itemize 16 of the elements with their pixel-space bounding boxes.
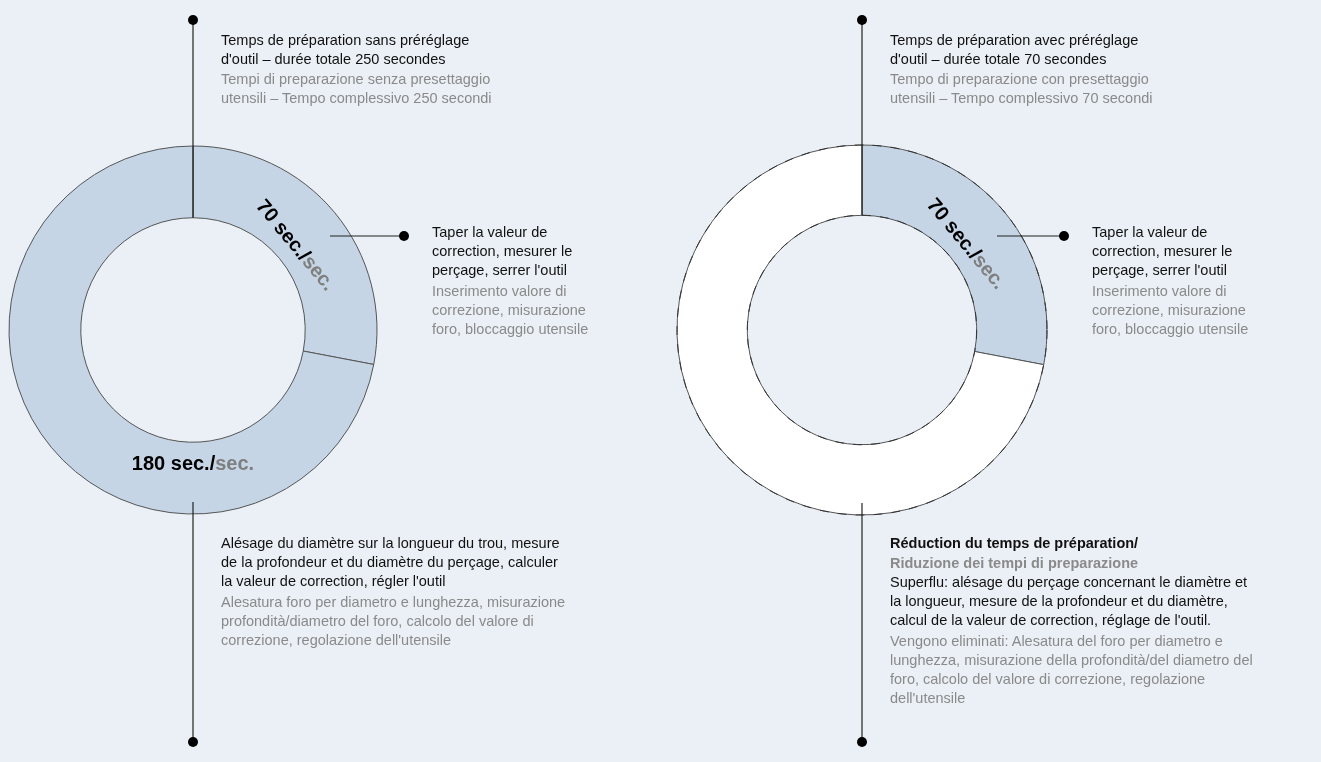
text: Alesatura foro per diametro e lunghezza, misurazione profondità/diametro del foro, calcolo del valore di correzione, regolazione dell'utensile (221, 594, 566, 648)
text: Réduction du temps de préparation/ (890, 535, 1139, 551)
text: Taper la valeur de correction, mesurer le perçage, serrer l'outil (1092, 224, 1233, 278)
data-label: 180 sec./sec. (131, 451, 255, 474)
text: Riduzione dei tempi di preparazione (890, 555, 1139, 571)
text: Inserimento valore di correzione, misurazione foro, bloccaggio utensile (432, 283, 589, 337)
text: Vengono eliminati: Alesatura del foro per diametro e lunghezza, misurazione della profondità/del diametro del foro, calcolo del valore di correzione, regolazione dell'utensile (890, 633, 1253, 706)
text: Tempo di preparazione con presettaggio utensili – Tempo complessivo 70 secondi (890, 71, 1153, 106)
text: Tempi di preparazione senza presettaggio utensili – Tempo complessivo 250 secondi (221, 71, 492, 106)
text: Alésage du diamètre sur la longueur du trou, mesure de la profondeur et du diamètre du perçage, calculer la valeur de correction, régler l'outil (221, 535, 560, 589)
text: Superflu: alésage du perçage concernant le diamètre et la longueur, mesure de la profondeur et du diamètre, calcul de la valeur de correction, réglage de l'outil. (890, 574, 1248, 628)
text: Temps de préparation sans préréglage d'outil – durée totale 250 secondes (221, 32, 470, 67)
text: Taper la valeur de correction, mesurer le perçage, serrer l'outil (432, 224, 573, 278)
text: Temps de préparation avec préréglage d'outil – durée totale 70 secondes (890, 32, 1139, 67)
donut-slice (8, 145, 375, 515)
text: Inserimento valore di correzione, misurazione foro, bloccaggio utensile (1092, 283, 1249, 337)
